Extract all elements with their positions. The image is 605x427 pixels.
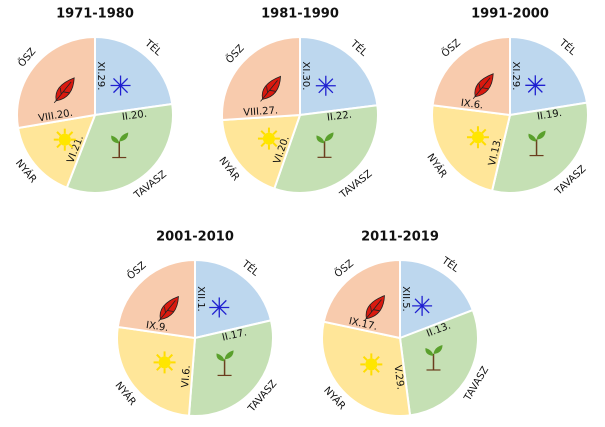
season-sector [431, 104, 512, 193]
snowflake [414, 298, 430, 314]
start-date: V.29. [392, 365, 406, 391]
sun-ray [362, 367, 368, 373]
start-date: IX.9. [145, 320, 169, 334]
sun [471, 131, 484, 144]
season-sector [509, 35, 589, 117]
start-date: II.17. [221, 327, 248, 343]
season-panel: 1971-1980TÉLXI.29.TAVASZII.20.NYÁRVI.21.… [13, 7, 174, 202]
sun-ray [56, 131, 62, 137]
sun-ray [260, 130, 266, 136]
sprout-leaf [111, 135, 120, 144]
leaf-vein [260, 80, 278, 102]
season-sector [398, 308, 479, 417]
sun-ray [362, 355, 368, 361]
season-panel: 2011-2019TÉLXII.5.TAVASZII.13.NYÁRV.29.Ő… [321, 230, 491, 417]
start-date: VI.6. [180, 365, 193, 388]
season-sector [16, 113, 97, 190]
start-date: II.19. [536, 108, 562, 123]
season-sector [322, 258, 401, 340]
sun-ray [481, 140, 487, 146]
season-panel: 1981-1990TÉLXI.30.TAVASZII.22.NYÁRVI.20.… [216, 7, 379, 201]
start-date: VIII.27. [243, 105, 278, 118]
snowflake [527, 77, 543, 93]
sun [158, 356, 171, 369]
season-panel: 2001-2010TÉLXII.1.TAVASZII.17.NYÁRVI.6.Ő… [113, 230, 279, 417]
sprout-leaf [216, 353, 225, 362]
season-sector [94, 35, 174, 117]
sun-ray [272, 142, 278, 148]
snowflake [318, 78, 334, 94]
season-sector [221, 35, 301, 122]
start-date: XI.30. [300, 62, 311, 91]
sun-ray [68, 131, 74, 137]
snowflake [113, 78, 129, 94]
panel-title: 1971-1980 [56, 7, 134, 22]
season-sector [116, 325, 197, 417]
season-sector [299, 35, 379, 117]
leaf-vein [364, 299, 382, 321]
start-date: II.22. [326, 110, 352, 124]
season-sector [399, 258, 475, 340]
sun-ray [156, 353, 162, 359]
sun-ray [272, 130, 278, 136]
sun-ray [481, 128, 487, 134]
season-sector [431, 35, 511, 117]
panel-title: 2001-2010 [156, 230, 234, 245]
sun-ray [469, 140, 475, 146]
season-sector [187, 319, 274, 417]
season-sector [16, 35, 96, 130]
start-date: XII.1. [195, 286, 206, 311]
sun [365, 358, 378, 371]
sprout-leaf [224, 350, 234, 360]
sun-ray [260, 142, 266, 148]
sun-ray [469, 128, 475, 134]
leaf-vein [158, 300, 176, 322]
sun-ray [168, 353, 174, 359]
sun-ray [374, 355, 380, 361]
season-sector [490, 101, 589, 194]
panel-title: 2011-2019 [361, 230, 439, 245]
panel-title: 1981-1990 [261, 7, 339, 22]
start-date: XI.29. [510, 62, 521, 91]
sun [262, 132, 275, 145]
season-sector [194, 258, 273, 340]
sun [58, 133, 71, 146]
season-sector [116, 258, 196, 340]
sun-ray [168, 365, 174, 371]
sprout-leaf [119, 132, 129, 142]
sprout-leaf [324, 132, 334, 142]
snowflake [211, 299, 227, 315]
leaf-vein [53, 81, 72, 104]
sun-ray [68, 143, 74, 149]
start-date: II.20. [121, 109, 147, 123]
sprout-leaf [433, 344, 443, 354]
sprout-leaf [536, 130, 546, 140]
start-date: XI.29. [95, 62, 106, 91]
leaf-vein [472, 77, 491, 100]
start-date: IX.6. [460, 98, 484, 112]
sprout-leaf [316, 135, 325, 144]
sprout-leaf [528, 133, 537, 142]
sun-ray [56, 143, 62, 149]
start-date: XII.5. [400, 286, 411, 311]
season-sector [221, 113, 302, 190]
season-sector [273, 104, 379, 194]
sun-ray [374, 367, 380, 373]
panel-title: 1991-2000 [471, 7, 549, 22]
sun-ray [156, 365, 162, 371]
sprout-leaf [425, 347, 434, 356]
